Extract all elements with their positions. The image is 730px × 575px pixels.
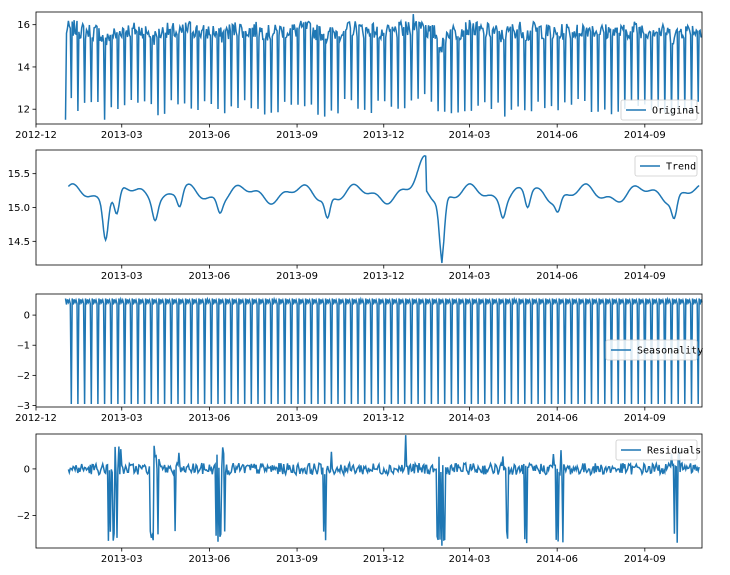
residuals-series-line [67,435,700,546]
residuals-ytick-label: ‒2 [17,511,30,522]
original-xtick-label: 2014-06 [536,130,578,141]
residuals-legend-label: Residuals [647,446,701,457]
original-xtick-label: 2013-09 [276,130,318,141]
trend-ytick-label: 15.5 [8,169,30,180]
original-xtick-label: 2012-12 [15,130,57,141]
seasonality-legend: Seasonality [605,339,703,361]
trend-axes-frame [35,149,703,266]
original-series-line [64,14,703,120]
trend-ytick-label: 15.0 [8,203,30,214]
residuals-panel: 0 ‒2 2013-03 2013-06 2013-09 2013-12 2014-03 20… [17,433,703,565]
trend-legend-box [634,155,698,177]
seasonality-xtick-label: 2013-06 [189,413,231,424]
residuals-axes-frame [35,433,703,549]
seasonality-legend-box [605,339,698,361]
seasonality-xtick-label: 2012-12 [15,413,57,424]
seasonality-series-line [64,296,703,405]
trend-series-line [67,154,700,264]
original-xtick-label: 2014-09 [624,130,666,141]
trend-xtick-label: 2013-03 [101,271,143,282]
trend-legend: Trend [634,155,698,177]
seasonality-ytick-label: ‒3 [17,401,30,412]
original-xtick-label: 2013-12 [363,130,405,141]
residuals-legend-box [615,439,698,461]
original-legend-label: Original [652,106,700,117]
original-xtick-label: 2014-03 [449,130,491,141]
seasonality-ytick-label: 0 [24,311,30,322]
trend-xtick-label: 2013-09 [276,271,318,282]
trend-xtick-label: 2014-03 [449,271,491,282]
trend-xtick-label: 2014-09 [624,271,666,282]
residuals-xtick-label: 2013-12 [363,554,405,565]
residuals-xtick-label: 2014-06 [536,554,578,565]
seasonality-xtick-label: 2013-09 [276,413,318,424]
trend-xtick-label: 2013-12 [363,271,405,282]
seasonality-axes-frame [35,293,703,408]
seasonality-ytick-label: ‒2 [17,371,30,382]
seasonality-xtick-label: 2013-03 [101,413,143,424]
original-ytick-label: 12 [17,105,30,116]
seasonality-legend-label: Seasonality [637,346,703,357]
original-legend-box [620,99,698,121]
residuals-legend: Residuals [615,439,701,461]
residuals-xtick-label: 2013-06 [189,554,231,565]
residuals-xtick-label: 2013-09 [276,554,318,565]
seasonality-xtick-label: 2014-09 [624,413,666,424]
seasonality-xtick-label: 2013-12 [363,413,405,424]
trend-ytick-label: 14.5 [8,237,30,248]
residuals-xtick-label: 2014-09 [624,554,666,565]
original-legend: Original [620,99,700,121]
original-ytick-label: 14 [17,62,30,73]
original-axes-frame [35,11,703,125]
trend-xtick-label: 2013-06 [189,271,231,282]
seasonality-ytick-label: ‒1 [17,341,30,352]
trend-xtick-label: 2014-06 [536,271,578,282]
original-panel: 12 14 16 2012-12 2013-03 2013-06 2013-09 2013-1… [15,11,703,141]
original-ytick-label: 16 [17,20,30,31]
original-xtick-label: 2013-06 [189,130,231,141]
residuals-xtick-label: 2014-03 [449,554,491,565]
seasonality-xtick-label: 2014-06 [536,413,578,424]
trend-panel: 14.5 15.0 15.5 2013-03 2013-06 2013-09 2013-12… [8,149,703,282]
original-xtick-label: 2013-03 [101,130,143,141]
trend-legend-label: Trend [666,162,696,173]
residuals-ytick-label: 0 [24,464,30,475]
seasonality-xtick-label: 2014-03 [449,413,491,424]
residuals-xtick-label: 2013-03 [101,554,143,565]
